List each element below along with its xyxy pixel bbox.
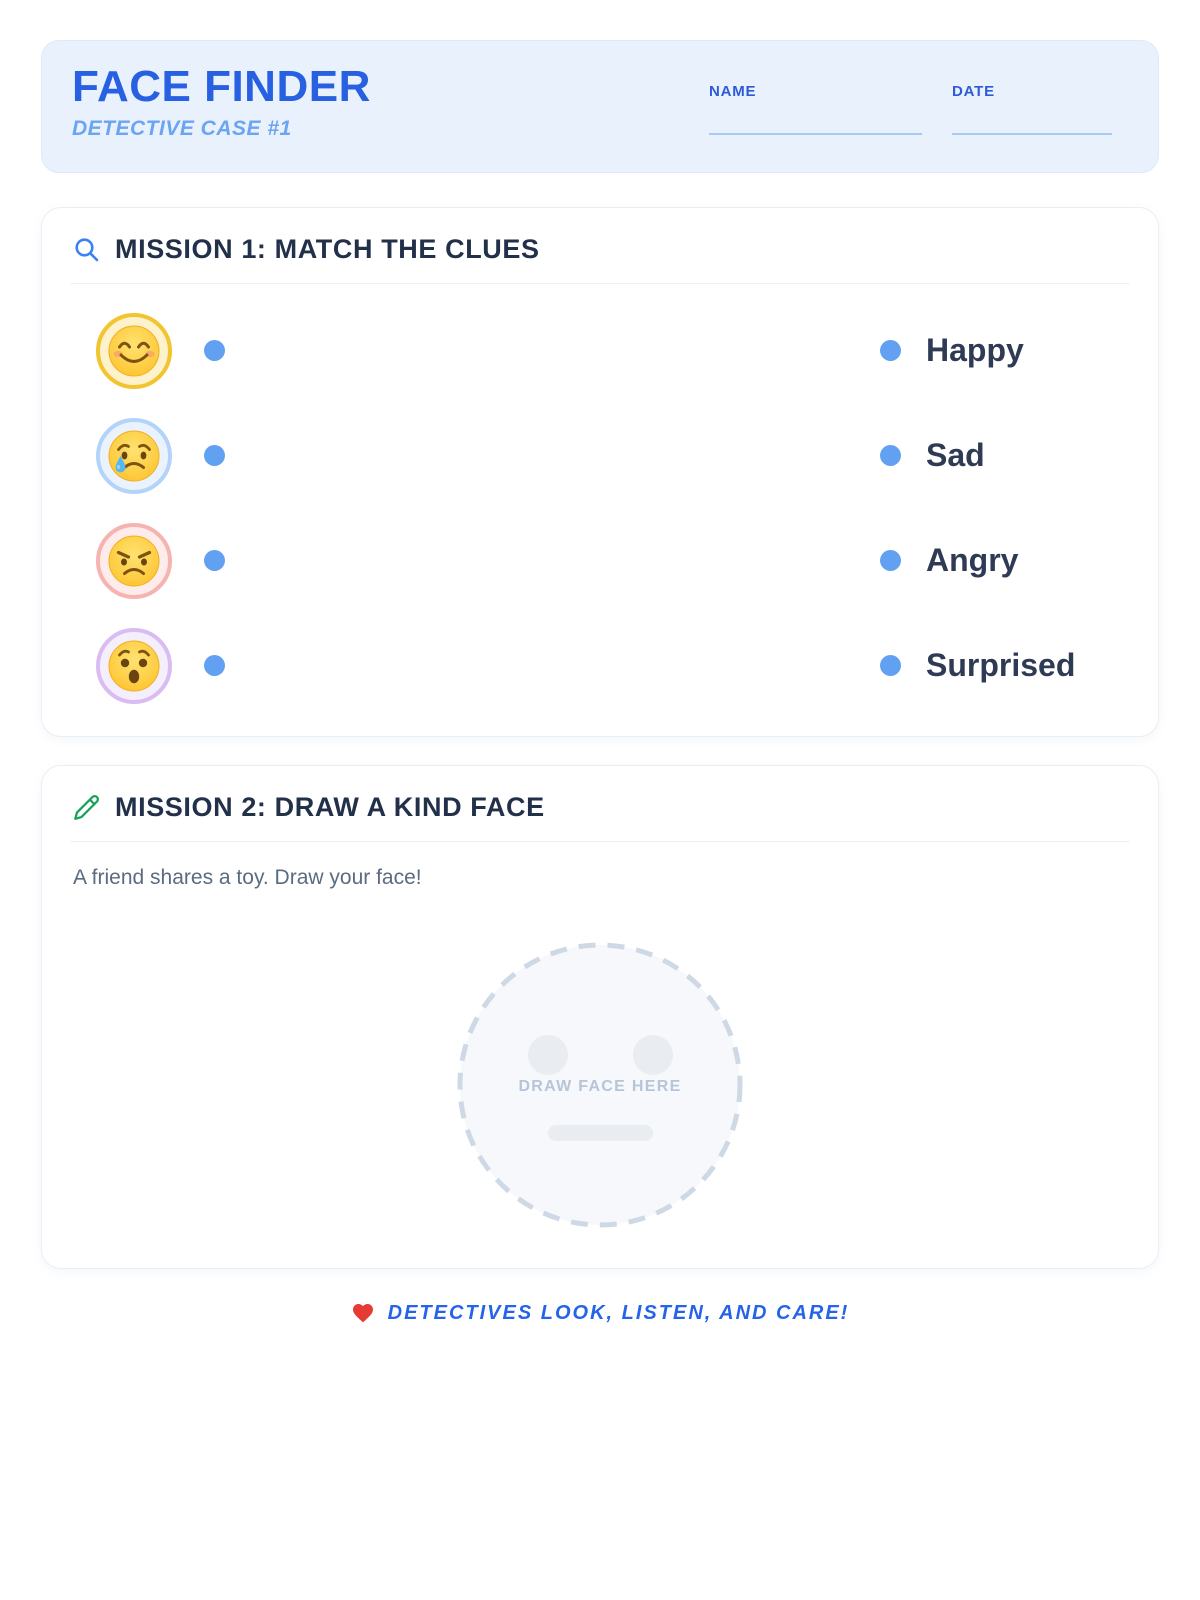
draw-face-area[interactable]: DRAW FACE HERE (457, 942, 743, 1228)
header-fields: NAME DATE (709, 41, 1112, 172)
crying-face-icon (96, 417, 172, 494)
match-rows: Happy (70, 284, 1130, 718)
divider (70, 841, 1130, 842)
magnifier-icon (73, 236, 100, 263)
footer-text: DETECTIVES LOOK, LISTEN, AND CARE! (387, 1301, 850, 1324)
divider (70, 283, 1130, 284)
mission2-header: MISSION 2: DRAW A KIND FACE (70, 792, 1130, 823)
answer-angry: Angry (880, 542, 1130, 579)
match-dot-left[interactable] (204, 550, 225, 571)
name-label: NAME (709, 83, 757, 100)
header-title-block: FACE FINDER DETECTIVE CASE #1 (72, 41, 371, 172)
mission2-card: MISSION 2: DRAW A KIND FACE A friend sha… (41, 765, 1159, 1269)
match-dot-right[interactable] (880, 655, 901, 676)
page-title: FACE FINDER (72, 62, 371, 111)
match-dot-left[interactable] (204, 445, 225, 466)
mission2-instruction: A friend shares a toy. Draw your face! (73, 866, 422, 889)
match-row-surprised: Surprised (70, 613, 1130, 718)
date-label: DATE (952, 83, 995, 100)
date-field: DATE (952, 83, 1112, 172)
match-dot-right[interactable] (880, 550, 901, 571)
answer-sad: Sad (880, 437, 1130, 474)
answer-surprised: Surprised (880, 647, 1130, 684)
footer: DETECTIVES LOOK, LISTEN, AND CARE! (41, 1301, 1159, 1325)
answer-label: Happy (926, 332, 1024, 368)
match-dot-left[interactable] (204, 655, 225, 676)
answer-label: Sad (926, 437, 985, 473)
answer-happy: Happy (880, 332, 1130, 369)
surprised-face-icon (96, 627, 172, 704)
happy-face-icon (96, 312, 172, 389)
match-dot-right[interactable] (880, 340, 901, 361)
mission1-header: MISSION 1: MATCH THE CLUES (70, 234, 1130, 265)
heart-icon (351, 1301, 375, 1325)
match-row-angry: Angry (70, 508, 1130, 613)
name-field: NAME (709, 83, 922, 172)
date-input-line[interactable] (952, 133, 1112, 135)
angry-face-icon (96, 522, 172, 599)
mission2-title: MISSION 2: DRAW A KIND FACE (115, 792, 545, 822)
pencil-icon (73, 794, 100, 821)
mission1-title: MISSION 1: MATCH THE CLUES (115, 234, 540, 264)
match-dot-right[interactable] (880, 445, 901, 466)
mission1-card: MISSION 1: MATCH THE CLUES (41, 207, 1159, 737)
header-card: FACE FINDER DETECTIVE CASE #1 NAME DATE (41, 40, 1159, 173)
match-row-happy: Happy (70, 298, 1130, 403)
answer-label: Surprised (926, 647, 1076, 683)
name-input-line[interactable] (709, 133, 922, 135)
draw-placeholder-text: DRAW FACE HERE (518, 1078, 682, 1095)
match-row-sad: Sad (70, 403, 1130, 508)
draw-area: DRAW FACE HERE (70, 890, 1130, 1268)
page-subtitle: DETECTIVE CASE #1 (72, 117, 292, 140)
answer-label: Angry (926, 542, 1019, 578)
match-dot-left[interactable] (204, 340, 225, 361)
